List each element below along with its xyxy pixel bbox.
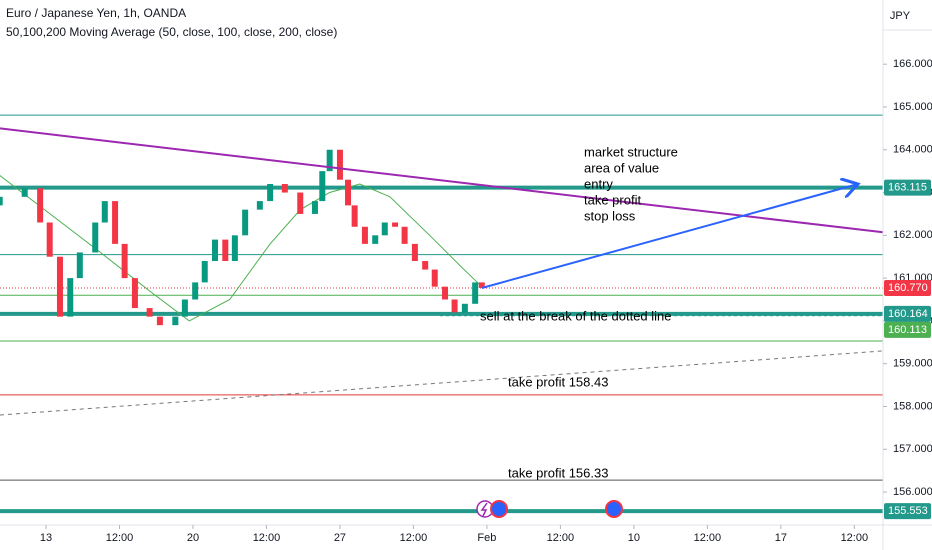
- candle-body: [372, 235, 379, 244]
- candle-body: [297, 192, 304, 214]
- price-label-bg: [884, 321, 931, 338]
- price-label-bg: [884, 503, 931, 520]
- candle-body: [361, 226, 368, 244]
- indicator-label: 50,100,200 Moving Average (50, close, 10…: [6, 25, 337, 39]
- trend-line: [481, 184, 858, 289]
- candle-body: [351, 205, 358, 227]
- annotation: entry: [584, 176, 613, 191]
- candle-body: [431, 269, 438, 287]
- plot-area: [0, 114, 884, 514]
- price-label-bg: [884, 279, 931, 296]
- x-tick-label: 20: [187, 532, 199, 544]
- annotation: take profit 158.43: [508, 374, 608, 389]
- x-tick-label: 12:00: [106, 532, 134, 544]
- y-tick-label: 166.000: [893, 58, 932, 70]
- candle-body: [92, 222, 99, 253]
- candle-body: [46, 222, 53, 257]
- x-tick-label: 13: [40, 532, 52, 544]
- candle-body: [131, 278, 138, 309]
- candle-body: [381, 222, 388, 236]
- candle-body: [256, 201, 263, 210]
- y-tick-label: 157.000: [893, 443, 932, 455]
- candle-body: [442, 286, 449, 300]
- candle-body: [422, 261, 429, 270]
- price-label: 155.553: [888, 505, 928, 517]
- candle-body: [411, 243, 418, 262]
- x-tick-label: 12:00: [694, 532, 722, 544]
- candle-body: [56, 256, 63, 317]
- annotation: take profit: [584, 192, 641, 207]
- x-tick-label: 12:00: [400, 532, 428, 544]
- candle-body: [112, 201, 119, 244]
- candle-body: [319, 171, 326, 202]
- candle-body: [21, 188, 28, 197]
- price-label: 160.113: [888, 324, 927, 336]
- candle-body: [345, 179, 352, 206]
- candle-body: [222, 239, 229, 262]
- candle-body: [461, 303, 468, 313]
- candle-body: [172, 316, 179, 326]
- candle-body: [76, 252, 83, 279]
- candle-body: [146, 308, 153, 317]
- y-tick-label: 164.000: [893, 144, 932, 156]
- event-icon[interactable]: [490, 500, 508, 518]
- x-tick-label: Feb: [477, 532, 496, 544]
- candle-body: [192, 282, 199, 300]
- x-tick-label: 12:00: [547, 532, 575, 544]
- x-tick-label: 12:00: [253, 532, 281, 544]
- y-tick-label: 165.000: [893, 101, 932, 113]
- chart-title: Euro / Japanese Yen, 1h, OANDA: [6, 6, 186, 20]
- candle-body: [392, 222, 399, 227]
- price-label: 160.164: [888, 308, 928, 320]
- annotation: take profit 156.33: [508, 465, 608, 480]
- annotation: stop loss: [584, 208, 636, 223]
- x-tick-label: 27: [334, 532, 346, 544]
- x-tick-label: 17: [775, 532, 787, 544]
- candle-body: [451, 299, 458, 313]
- candle-body: [281, 183, 288, 193]
- price-label-bg: [884, 305, 931, 322]
- candle-body: [242, 209, 249, 236]
- candle-body: [156, 316, 163, 326]
- candle-body: [67, 278, 74, 317]
- x-tick-label: 10: [628, 532, 640, 544]
- candle-body: [231, 235, 238, 262]
- trend-line: [0, 127, 884, 234]
- candle-body: [0, 196, 3, 206]
- annotation: area of value: [584, 160, 659, 175]
- y-tick-label: 156.000: [893, 486, 932, 498]
- annotation: market structure: [584, 144, 678, 159]
- event-icon-glyph: [480, 502, 488, 517]
- candle-body: [326, 149, 333, 172]
- currency-label: JPY: [890, 10, 911, 22]
- candle-body: [37, 188, 44, 223]
- event-icons: [476, 500, 623, 518]
- y-tick-label: 158.000: [893, 400, 932, 412]
- event-icon[interactable]: [605, 500, 623, 518]
- y-tick-label: 159.000: [893, 358, 932, 370]
- candle-body: [472, 282, 479, 304]
- candle-body: [478, 282, 485, 288]
- candle-body: [181, 299, 188, 317]
- candle-body: [311, 201, 318, 214]
- candle-body: [101, 201, 108, 223]
- price-label-bg: [884, 179, 931, 196]
- price-label: 160.770: [888, 282, 928, 294]
- annotation: sell at the break of the dotted line: [480, 308, 672, 323]
- candle-body: [401, 226, 408, 244]
- candle-body: [212, 239, 219, 262]
- trend-line: [0, 350, 884, 416]
- candle-body: [121, 243, 128, 279]
- x-tick-label: 12:00: [841, 532, 869, 544]
- y-tick-label: 162.000: [893, 229, 932, 241]
- price-label: 163.115: [888, 182, 927, 194]
- candle-body: [336, 149, 343, 180]
- candle-body: [201, 261, 208, 283]
- candle-body: [267, 183, 274, 202]
